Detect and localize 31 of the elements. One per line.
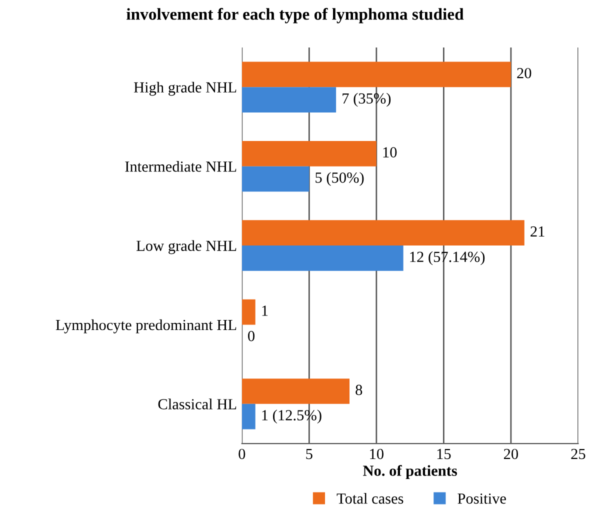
bar bbox=[242, 299, 256, 325]
data-label: 5 (50%) bbox=[316, 172, 364, 186]
y-tick-label: Intermediate NHL bbox=[125, 161, 236, 172]
y-tick-label: High grade NHL bbox=[134, 82, 236, 96]
x-tick-label: 20 bbox=[504, 448, 518, 460]
y-tick-label: Lymphocyte predominant HL bbox=[56, 319, 236, 334]
x-tick-label: 0 bbox=[238, 448, 246, 460]
x-axis-title: No. of patients bbox=[363, 465, 457, 480]
x-tick-label: 5 bbox=[306, 448, 312, 460]
bar bbox=[242, 220, 524, 246]
bar bbox=[242, 140, 376, 166]
legend-label: Positive bbox=[458, 493, 506, 504]
bar bbox=[242, 246, 404, 271]
legend-label: Total cases bbox=[336, 493, 404, 504]
y-tick-label: Low grade NHL bbox=[136, 240, 236, 254]
x-tick-label: 15 bbox=[437, 448, 451, 460]
bar bbox=[242, 404, 256, 430]
bar bbox=[242, 378, 350, 404]
data-label: 21 bbox=[530, 226, 544, 237]
x-tick-label: 25 bbox=[571, 448, 586, 460]
data-label: 0 bbox=[248, 330, 255, 342]
bar bbox=[242, 87, 336, 112]
data-label: 1 bbox=[262, 306, 268, 316]
data-label: 8 bbox=[356, 384, 362, 396]
data-label: 20 bbox=[517, 68, 532, 78]
data-label: 10 bbox=[383, 147, 397, 158]
bar bbox=[242, 62, 511, 88]
bar bbox=[242, 166, 310, 192]
chart-title: involvement for each type of lymphoma studied bbox=[126, 8, 464, 24]
x-tick-label: 10 bbox=[370, 448, 384, 460]
y-tick-label: Classical HL bbox=[158, 398, 236, 410]
